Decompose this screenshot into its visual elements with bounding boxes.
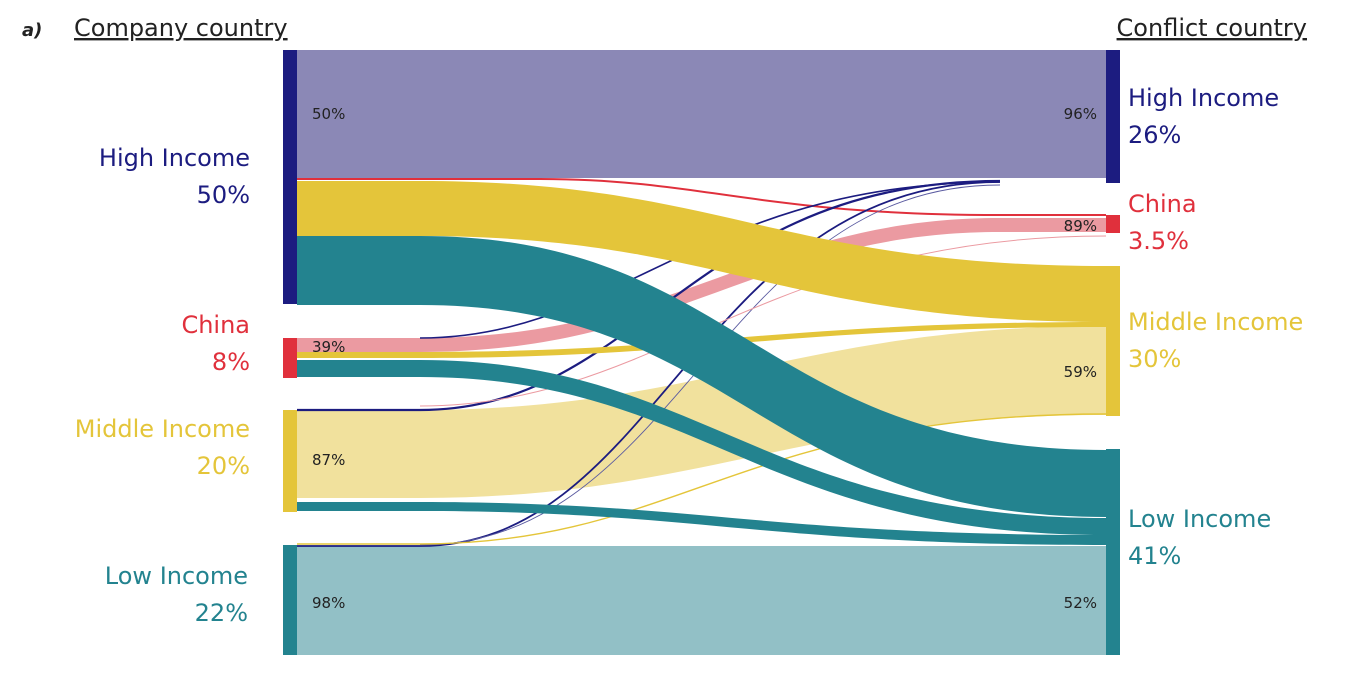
- left-bar-high-income: [283, 50, 297, 304]
- right-share-china: 3.5%: [1128, 227, 1189, 255]
- left-share-china: 8%: [212, 348, 250, 376]
- right-share-high-income: 26%: [1128, 121, 1181, 149]
- left-label-china: China: [181, 311, 250, 339]
- left-label-high-income: High Income: [99, 144, 250, 172]
- right-label-middle-income: Middle Income: [1128, 308, 1303, 336]
- left-pct-middle: 87%: [312, 451, 345, 469]
- right-node-bars: [1106, 50, 1120, 655]
- left-bar-china: [283, 338, 297, 378]
- left-share-middle-income: 20%: [197, 452, 250, 480]
- left-pct-china: 39%: [312, 338, 345, 356]
- right-label-china: China: [1128, 190, 1197, 218]
- right-pct-china: 89%: [1064, 217, 1097, 235]
- left-pct-low: 98%: [312, 594, 345, 612]
- right-bar-china: [1106, 215, 1120, 233]
- left-pct-high: 50%: [312, 105, 345, 123]
- right-bar-high-income: [1106, 50, 1120, 183]
- flow-middle-to-middle: [297, 326, 1106, 498]
- left-bar-middle-income: [283, 410, 297, 512]
- flow-high-to-low: [297, 236, 1106, 517]
- flow-low-to-middle: [297, 413, 1107, 545]
- right-share-low-income: 41%: [1128, 542, 1181, 570]
- right-node-labels: High Income 26% China 3.5% Middle Income…: [1128, 84, 1303, 570]
- right-pct-low: 52%: [1064, 594, 1097, 612]
- right-label-high-income: High Income: [1128, 84, 1279, 112]
- left-label-middle-income: Middle Income: [75, 415, 250, 443]
- flow-percent-labels: 50% 39% 87% 98% 96% 89% 59% 52%: [312, 105, 1097, 612]
- left-node-bars: [283, 50, 297, 655]
- right-bar-middle-income: [1106, 266, 1120, 416]
- flow-bands: [297, 50, 1107, 655]
- flow-middle-to-low: [297, 502, 1106, 545]
- flow-high-to-high: [297, 50, 1106, 178]
- right-label-low-income: Low Income: [1128, 505, 1271, 533]
- flow-middle-to-china: [419, 235, 1107, 407]
- flow-china-to-low: [297, 360, 1106, 535]
- flow-low-to-high: [297, 181, 1001, 547]
- panel-tag: a): [22, 20, 42, 41]
- flow-china-to-middle: [297, 322, 1106, 358]
- left-share-high-income: 50%: [197, 181, 250, 209]
- flow-china-to-china: [297, 218, 1106, 352]
- right-pct-middle: 59%: [1064, 363, 1097, 381]
- left-label-low-income: Low Income: [105, 562, 248, 590]
- left-share-low-income: 22%: [195, 599, 248, 627]
- right-pct-high: 96%: [1064, 105, 1097, 123]
- left-node-labels: High Income 50% China 8% Middle Income 2…: [75, 144, 250, 627]
- right-share-middle-income: 30%: [1128, 345, 1181, 373]
- flow-low-to-low: [297, 546, 1106, 655]
- right-bar-low-income: [1106, 449, 1120, 655]
- right-heading: Conflict country: [1117, 14, 1307, 42]
- left-bar-low-income: [283, 545, 297, 655]
- flow-high-to-middle: [297, 181, 1106, 322]
- left-heading: Company country: [74, 14, 288, 42]
